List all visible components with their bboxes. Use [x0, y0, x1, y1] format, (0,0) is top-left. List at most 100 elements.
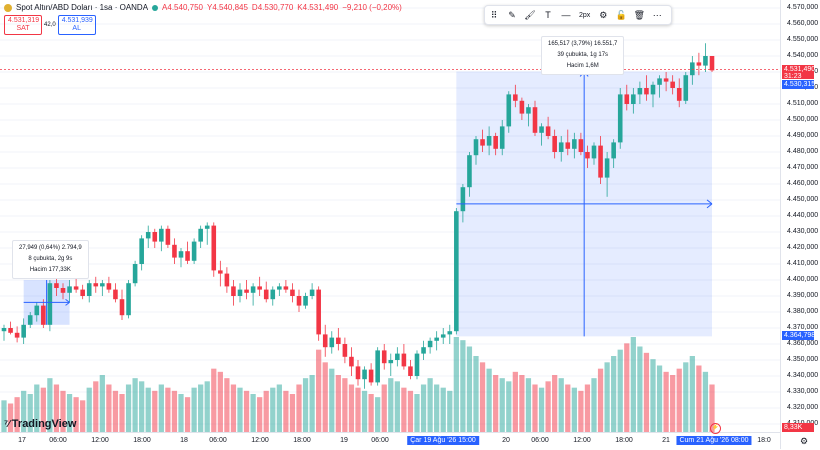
ohlc-low: D4.530,770: [251, 3, 294, 12]
volume-bar: [702, 371, 709, 432]
line-width-value[interactable]: 2px: [579, 11, 591, 19]
candlesticks: [1, 43, 715, 389]
volume-bar: [709, 384, 715, 432]
candle-body: [263, 289, 269, 300]
candle-body: [486, 136, 492, 146]
volume-bar: [578, 390, 584, 432]
sell-price: 4.531,319: [8, 17, 40, 24]
measure-arrowhead: [706, 199, 713, 205]
time-tick-label: 12:00: [251, 437, 269, 444]
volume-bar: [217, 371, 223, 432]
volume-bar: [322, 362, 328, 432]
candle-body: [218, 270, 223, 274]
trash-icon[interactable]: 🗑: [633, 9, 646, 20]
candle-body: [270, 289, 276, 300]
candle-body: [447, 331, 453, 335]
volume-bar: [53, 384, 60, 432]
candle-body: [631, 94, 636, 104]
volume-bar: [689, 356, 695, 432]
time-range-marker: Cum 21 Ağu '26 08:00: [676, 436, 752, 445]
candle-body: [454, 211, 459, 332]
buy-button[interactable]: 4.531,939 AL: [57, 15, 96, 35]
sell-label: SAT: [16, 25, 30, 32]
candle-body: [388, 360, 394, 364]
volume-bar: [283, 390, 289, 432]
text-icon[interactable]: T: [545, 10, 551, 20]
volume-bar: [329, 368, 335, 432]
volume-bar: [27, 394, 33, 432]
time-tick-label: 18: [180, 437, 188, 444]
price-tick-label: 4.420,000: [787, 244, 819, 251]
settings-icon[interactable]: ⚙: [599, 9, 608, 20]
volume-bar: [34, 384, 40, 432]
price-tick-label: 4.380,000: [787, 308, 819, 315]
pencil-icon[interactable]: ✎: [508, 9, 516, 20]
volume-bar: [106, 384, 112, 432]
candle-body: [617, 94, 623, 143]
time-tick-label: 12:00: [573, 437, 591, 444]
volume-bar: [434, 384, 440, 432]
line-width-icon[interactable]: —: [561, 10, 571, 20]
measure-right-label: 165,517 (3,79%) 16.551,7 39 çubukta, 1g …: [541, 36, 625, 75]
candle-body: [93, 283, 99, 287]
candle-body: [644, 88, 649, 95]
spread-value: 42,0: [44, 22, 56, 28]
candle-body: [73, 286, 79, 290]
volume-bar: [224, 378, 230, 432]
time-scale[interactable]: 17 06:00 12:00 18:00 18 06:00 12:00 18:00 19 06:0…: [0, 432, 780, 450]
volume-bar: [296, 384, 302, 432]
lightning-icon[interactable]: ⚡: [710, 423, 721, 434]
volume-bar: [499, 378, 505, 432]
volume-bar: [637, 346, 643, 432]
symbol-title[interactable]: Spot Altın/ABD Doları · 1sa · OANDA: [16, 3, 149, 12]
candle-body: [709, 56, 715, 71]
candle-body: [290, 289, 295, 296]
candle-body: [336, 337, 341, 344]
sell-button[interactable]: 4.531,319 SAT: [4, 15, 42, 35]
volume-bar: [21, 390, 27, 432]
volume-bar: [453, 337, 459, 432]
time-tick-label: 06:00: [209, 437, 227, 444]
drag-handle-icon[interactable]: ⠿: [490, 9, 498, 20]
volume-bar: [14, 397, 20, 432]
volume-bar: [263, 390, 269, 432]
time-tick-label: 17: [18, 437, 26, 444]
candle-body: [41, 305, 46, 325]
more-icon[interactable]: ⋯: [652, 9, 662, 20]
volume-bar: [93, 381, 99, 432]
volume-bar: [211, 368, 217, 432]
time-tick-label: 21: [662, 437, 670, 444]
price-tick-label: 4.470,000: [787, 164, 819, 171]
current-price-value: 4.531,490: [784, 66, 816, 73]
candle-body: [545, 126, 551, 136]
volume-bar: [473, 356, 479, 432]
price-tick-label: 4.400,000: [787, 276, 819, 283]
price-tick-label: 4.320,000: [787, 404, 819, 411]
symbol-legend: Spot Altın/ABD Doları · 1sa · OANDA A4.5…: [4, 3, 402, 12]
volume-bar: [388, 378, 394, 432]
price-chart[interactable]: [0, 0, 780, 432]
volume-bar: [198, 384, 204, 432]
price-tick-label: 4.540,000: [787, 52, 819, 59]
volume-bar: [512, 371, 518, 432]
volume-bar: [80, 400, 86, 432]
volume-bar: [447, 390, 453, 432]
candle-body: [139, 238, 144, 264]
volume-bar: [139, 381, 145, 432]
candle-body: [591, 145, 597, 159]
volume-bar: [611, 356, 617, 432]
candle-body: [165, 228, 171, 245]
time-tick-label: 06:00: [371, 437, 389, 444]
chart-settings-icon[interactable]: ⚙: [800, 436, 809, 446]
buy-label: AL: [72, 25, 81, 32]
candle-body: [231, 286, 236, 296]
price-tick-label: 4.360,000: [787, 340, 819, 347]
candle-body: [126, 283, 131, 316]
paint-bucket-icon[interactable]: 🖌: [524, 9, 536, 20]
volume-bar: [407, 390, 414, 432]
tradingview-logo[interactable]: ⁷⁄ TradingView: [4, 418, 76, 430]
volume-bar: [571, 387, 577, 432]
lock-icon[interactable]: 🔓: [615, 9, 627, 20]
candle-body: [381, 350, 387, 364]
price-tick-label: 4.440,000: [787, 212, 819, 219]
